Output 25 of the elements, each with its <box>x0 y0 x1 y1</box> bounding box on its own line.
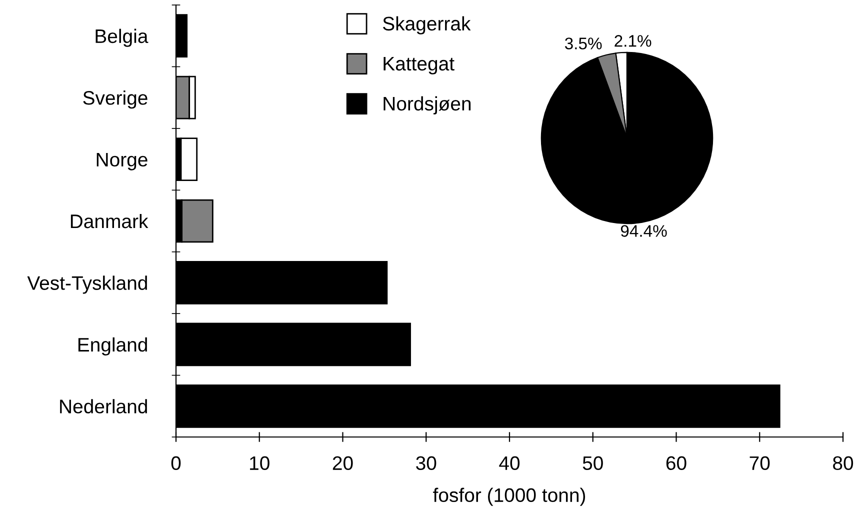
x-axis-title: fosfor (1000 tonn) <box>433 488 586 506</box>
bar <box>180 138 198 181</box>
y-tick-label: England <box>78 337 147 356</box>
x-tick-label: 50 <box>582 456 603 470</box>
y-tick-label: Vest-Tyskland <box>27 276 147 294</box>
y-tick-label: Danmark <box>70 214 148 228</box>
data-label: 3.5% <box>564 38 602 50</box>
x-tick-label: 60 <box>666 456 686 470</box>
x-tick-label: 10 <box>250 456 270 470</box>
y-tick-label: Norge <box>96 152 148 170</box>
x-tick-label: 0 <box>171 456 181 470</box>
pie-slice <box>540 52 714 224</box>
y-tick-label: Belgia <box>96 28 148 47</box>
legend-label: Nordsjøen <box>384 96 471 114</box>
data-label: 2.1% <box>614 35 652 47</box>
x-tick-label: 20 <box>332 456 353 470</box>
data-label: 94.4% <box>620 225 667 237</box>
y-tick-label: Nederland <box>60 399 147 414</box>
x-tick-label: 30 <box>416 456 436 470</box>
x-tick-label: 80 <box>833 456 854 470</box>
y-tick-label: Sverige <box>83 90 148 109</box>
legend-label: Kattegat <box>384 57 454 74</box>
x-tick-label: 70 <box>750 456 770 470</box>
legend-label: Skagerrak <box>382 16 471 34</box>
x-tick-label: 40 <box>499 456 520 470</box>
